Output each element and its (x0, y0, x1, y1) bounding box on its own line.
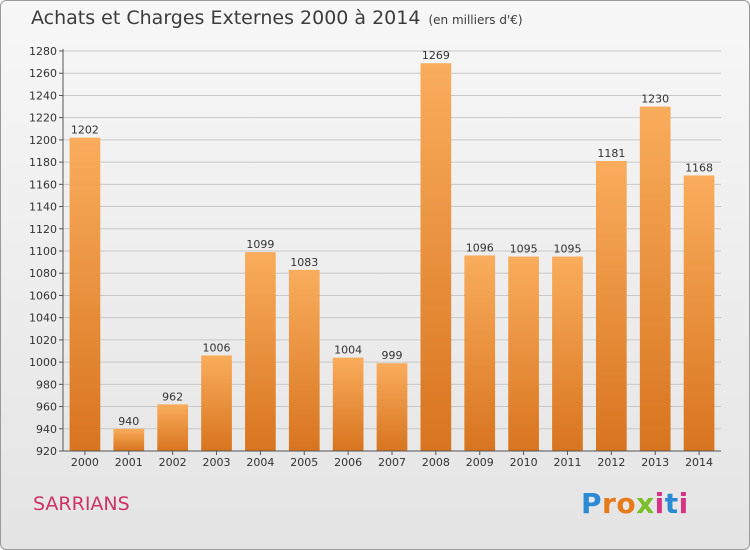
bar-value-label: 1269 (422, 49, 450, 62)
bar-value-label: 962 (162, 390, 183, 403)
bar (288, 269, 320, 451)
city-name: SARRIANS (33, 493, 130, 515)
bar-value-label: 1230 (641, 93, 669, 106)
chart-title: Achats et Charges Externes 2000 à 2014 (e… (31, 7, 523, 29)
bar-value-label: 1096 (466, 241, 494, 254)
bars: 1202 940 962 1006 1099 1083 1004 999 1269 1096 109… (69, 49, 715, 452)
bar (332, 357, 364, 451)
y-tick-label: 1180 (29, 156, 57, 169)
x-tick-label: 2009 (466, 456, 494, 469)
bar (683, 175, 715, 451)
bar-value-label: 1181 (597, 147, 625, 160)
bar (420, 63, 452, 451)
y-tick-label: 1040 (29, 312, 57, 325)
y-tick-label: 960 (36, 401, 57, 414)
bar (201, 355, 232, 451)
logo-letter: P (581, 487, 603, 520)
logo-letter: x (636, 487, 655, 520)
y-tick-label: 1200 (29, 134, 57, 147)
chart-title-text: Achats et Charges Externes 2000 à 2014 (31, 7, 421, 29)
bar (69, 137, 101, 451)
y-tick-label: 1260 (29, 67, 57, 80)
bar-value-label: 1083 (290, 256, 318, 269)
y-tick-label: 1020 (29, 334, 57, 347)
bar-value-label: 1168 (685, 161, 713, 174)
x-tick-label: 2005 (290, 456, 318, 469)
x-tick-label: 2000 (71, 456, 99, 469)
bar (464, 255, 496, 451)
logo-letter: t (664, 487, 679, 520)
bar (245, 252, 276, 451)
y-tick-label: 1220 (29, 112, 57, 125)
y-tick-label: 1120 (29, 223, 57, 236)
bar (639, 106, 671, 452)
bar (552, 256, 583, 451)
bar-value-label: 999 (382, 349, 403, 362)
y-tick-label: 940 (36, 423, 57, 436)
y-tick-label: 1140 (29, 201, 57, 214)
bar-value-label: 940 (118, 415, 139, 428)
bar (508, 256, 539, 451)
bar-value-label: 1099 (246, 238, 274, 251)
logo-letter: i (654, 487, 665, 520)
chart-subtitle: (en milliers d'€) (428, 13, 523, 27)
y-tick-label: 980 (36, 378, 57, 391)
x-tick-label: 2001 (115, 456, 143, 469)
x-tick-label: 2012 (597, 456, 625, 469)
x-tick-label: 2011 (553, 456, 581, 469)
x-tick-label: 2006 (334, 456, 362, 469)
y-tick-label: 1080 (29, 267, 57, 280)
bar (157, 404, 189, 451)
bar-value-label: 1095 (510, 243, 538, 256)
x-tick-label: 2003 (203, 456, 231, 469)
bar (113, 428, 145, 451)
y-tick-label: 1240 (29, 89, 57, 102)
proxiti-logo[interactable]: Proxiti (581, 487, 689, 520)
x-tick-label: 2013 (641, 456, 669, 469)
bar-value-label: 1095 (553, 243, 581, 256)
y-tick-label: 1280 (29, 45, 57, 58)
bar-value-label: 1006 (203, 341, 231, 354)
x-tick-label: 2004 (246, 456, 274, 469)
x-tick-label: 2007 (378, 456, 406, 469)
x-tick-label: 2002 (159, 456, 187, 469)
axes: 920 940 960 980 1000 1020 1040 1060 1080 1100 1120… (29, 45, 721, 469)
logo-letter: i (678, 487, 689, 520)
y-tick-label: 1000 (29, 356, 57, 369)
y-tick-label: 1160 (29, 178, 57, 191)
bar-value-label: 1004 (334, 344, 362, 357)
y-tick-label: 920 (36, 445, 57, 458)
bar-value-label: 1202 (71, 124, 99, 137)
x-tick-label: 2010 (510, 456, 538, 469)
y-tick-label: 1100 (29, 245, 57, 258)
bar (376, 363, 408, 451)
logo-letter: o (616, 487, 637, 520)
logo-letter: r (602, 487, 617, 520)
bar (595, 161, 627, 451)
x-tick-label: 2008 (422, 456, 450, 469)
y-tick-label: 1060 (29, 289, 57, 302)
x-tick-label: 2014 (685, 456, 713, 469)
